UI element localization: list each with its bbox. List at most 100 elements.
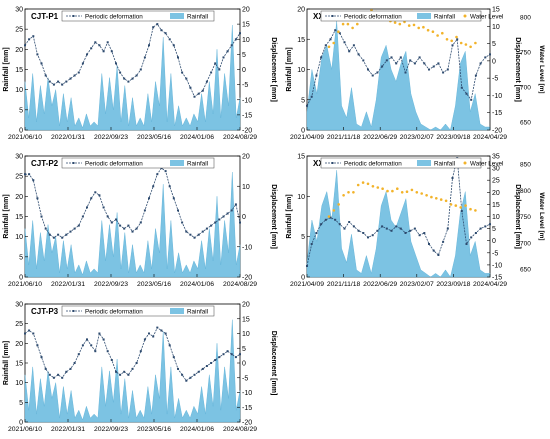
deformation-point <box>98 332 101 335</box>
deformation-point <box>442 71 445 74</box>
deformation-point <box>94 191 97 194</box>
deformation-point <box>123 77 126 80</box>
deformation-point <box>201 89 204 92</box>
right-tick-label: -15 <box>492 110 502 117</box>
right-tick-label: 0 <box>242 67 246 74</box>
deformation-point <box>239 353 241 356</box>
right-tick-label: -20 <box>242 420 252 427</box>
rainfall-area <box>24 319 241 423</box>
left-tick-label: 10 <box>297 194 305 201</box>
deformation-point <box>193 236 196 239</box>
deformation-point <box>139 68 142 71</box>
deformation-point <box>193 373 196 376</box>
deformation-point <box>390 229 393 232</box>
deformation-point <box>127 224 130 227</box>
water-level-point <box>410 188 414 192</box>
deformation-point <box>432 249 435 252</box>
deformation-point <box>177 367 179 370</box>
x-tick-label: 2021/04/09 <box>290 134 324 141</box>
deformation-point <box>210 224 213 227</box>
deformation-point <box>44 227 47 230</box>
right-axis-label: Displacement [mm] <box>270 331 277 396</box>
legend-water-label: Water Level <box>470 14 503 21</box>
left-axis-label: Rainfall [mm] <box>3 194 10 238</box>
water-level-tick-label: 750 <box>520 214 531 221</box>
deformation-point <box>40 356 43 359</box>
deformation-point <box>65 370 68 373</box>
deformation-point <box>399 56 402 59</box>
deformation-point <box>437 254 440 256</box>
deformation-point <box>115 218 117 221</box>
water-level-point <box>455 35 458 39</box>
x-tick-label: 2023/05/16 <box>137 134 171 141</box>
deformation-point <box>73 74 76 77</box>
x-tick-label: 2024/08/29 <box>223 281 257 288</box>
water-level-point <box>431 30 435 33</box>
deformation-point <box>168 344 171 347</box>
left-axis-label: Rainfall [mm] <box>286 47 293 91</box>
deformation-point <box>48 233 51 236</box>
deformation-point <box>404 232 407 234</box>
legend-rainfall-swatch <box>170 160 184 166</box>
right-tick-label: 5 <box>492 41 496 48</box>
deformation-point <box>135 362 138 364</box>
water-level-point <box>341 22 345 26</box>
x-tick-label: 2023/05/16 <box>137 281 171 288</box>
deformation-point <box>234 356 237 359</box>
deformation-point <box>152 26 155 29</box>
deformation-point <box>77 71 80 74</box>
deformation-point <box>168 185 171 188</box>
left-axis-label: Rainfall [mm] <box>3 341 10 385</box>
legend-deformation-label: Periodic deformation <box>85 14 143 21</box>
deformation-point <box>123 370 126 373</box>
right-tick-label: 15 <box>242 316 250 323</box>
water-level-point <box>332 209 336 212</box>
deformation-point <box>181 373 184 376</box>
deformation-point <box>210 71 213 74</box>
deformation-point <box>143 56 146 59</box>
deformation-point <box>123 227 126 230</box>
deformation-point <box>131 367 134 370</box>
water-level-point <box>417 26 420 30</box>
water-level-point <box>405 190 409 193</box>
right-tick-label: 0 <box>492 238 496 245</box>
deformation-point <box>320 56 323 59</box>
right-tick-label: 0 <box>242 214 246 221</box>
deformation-point <box>381 65 384 68</box>
x-tick-label: 2022/01/31 <box>51 426 85 433</box>
deformation-point <box>474 74 477 77</box>
deformation-point <box>470 236 473 239</box>
water-level-point <box>398 22 402 26</box>
deformation-point <box>404 71 407 74</box>
deformation-point <box>218 218 221 221</box>
deformation-point <box>371 74 374 77</box>
left-tick-label: 30 <box>15 302 23 309</box>
deformation-point <box>324 44 327 47</box>
water-level-point <box>454 204 458 207</box>
water-level-tick-label: 800 <box>520 188 531 195</box>
legend-deformation-label: Periodic deformation <box>85 309 143 316</box>
legend-deformation-marker <box>72 15 75 17</box>
legend-rainfall-swatch <box>170 308 184 314</box>
deformation-point <box>234 38 237 41</box>
water-level-point <box>386 189 389 193</box>
deformation-point <box>451 44 454 47</box>
right-tick-label: -15 <box>242 405 252 412</box>
right-tick-label: 15 <box>492 7 500 14</box>
left-tick-label: 0 <box>19 275 23 282</box>
deformation-point <box>218 356 221 359</box>
legend-water-label: Water Level <box>470 161 503 168</box>
deformation-line <box>25 167 241 239</box>
deformation-point <box>409 229 412 232</box>
deformation-point <box>357 53 360 56</box>
deformation-point <box>357 229 360 232</box>
deformation-point <box>189 376 192 379</box>
deformation-point <box>102 50 105 53</box>
deformation-point <box>32 179 35 182</box>
right-tick-label: 20 <box>242 7 250 14</box>
deformation-point <box>32 35 35 38</box>
x-tick-label: 2022/09/23 <box>94 134 128 141</box>
deformation-point <box>362 232 365 234</box>
left-tick-label: 30 <box>15 7 23 14</box>
